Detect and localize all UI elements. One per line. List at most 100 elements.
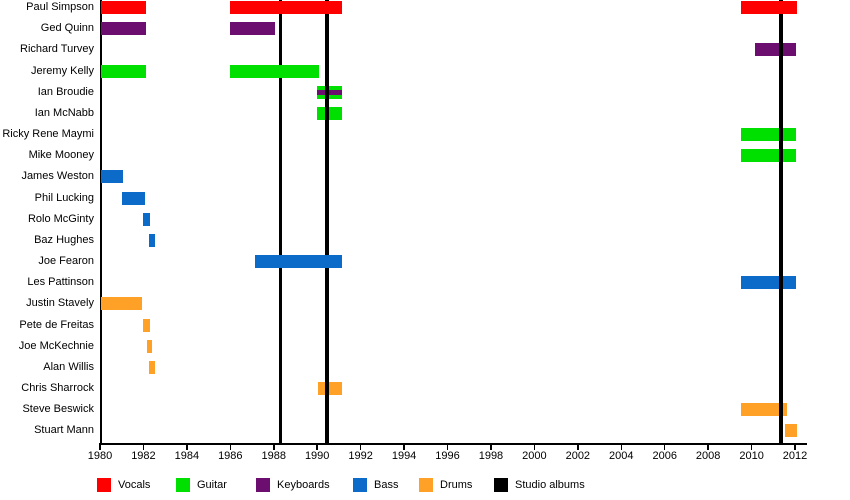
member-label-phil-lucking: Phil Lucking — [34, 191, 94, 204]
member-label-les-pattinson: Les Pattinson — [27, 276, 94, 289]
tenure-bar-rolo-mcginty-1 — [143, 212, 150, 226]
member-label-justin-stavely: Justin Stavely — [26, 297, 94, 310]
x-axis-tick-2002 — [577, 444, 579, 450]
member-label-richard-turvey: Richard Turvey — [20, 43, 94, 56]
legend-swatch-vocals — [97, 478, 111, 492]
tenure-bar-baz-hughes-1 — [148, 233, 156, 247]
legend-label-vocals: Vocals — [118, 479, 151, 491]
y-axis-line — [100, 0, 102, 443]
x-axis-line — [99, 443, 807, 445]
x-axis-tick-1990 — [316, 444, 318, 450]
legend-item-studio-albums: Studio albums — [494, 478, 585, 492]
x-axis-tick-label-1986: 1986 — [218, 450, 243, 462]
legend-label-drums: Drums — [440, 479, 473, 491]
x-axis-tick-1984 — [186, 444, 188, 450]
member-label-ged-quinn: Ged Quinn — [40, 22, 94, 35]
member-label-ian-mcnabb: Ian McNabb — [34, 106, 94, 119]
tenure-bar-alan-willis-1 — [148, 360, 156, 374]
x-axis-tick-1992 — [359, 444, 362, 450]
legend-label-studio-albums: Studio albums — [515, 479, 585, 491]
tenure-bar-steve-beswick-1 — [740, 403, 788, 417]
x-axis-tick-2010 — [750, 444, 753, 450]
x-axis-tick-label-1994: 1994 — [391, 450, 417, 462]
member-label-mike-mooney: Mike Mooney — [28, 149, 94, 162]
legend-item-keyboards: Keyboards — [256, 478, 330, 492]
tenure-bar-phil-lucking-1 — [121, 191, 145, 205]
x-axis-tick-1982 — [142, 444, 145, 450]
x-axis-tick-2012 — [794, 444, 796, 450]
tenure-bar-jeremy-kelly-1 — [101, 64, 146, 78]
tenure-bar-ian-mcnabb-1 — [317, 106, 343, 120]
tenure-bar-paul-simpson-3 — [740, 1, 798, 14]
x-axis-tick-2008 — [707, 444, 709, 450]
x-axis-tick-label-2000: 2000 — [522, 450, 547, 462]
member-label-baz-hughes: Baz Hughes — [34, 233, 94, 246]
tenure-bar-ged-quinn-2 — [230, 22, 275, 36]
x-axis-tick-label-1980: 1980 — [87, 450, 113, 462]
tenure-bar-pete-de-freitas-1 — [143, 318, 150, 332]
x-axis-tick-label-1992: 1992 — [348, 450, 373, 462]
tenure-bar-mike-mooney-1 — [740, 149, 797, 163]
x-axis-tick-label-1990: 1990 — [304, 450, 330, 462]
tenure-bar-justin-stavely-1 — [101, 297, 143, 311]
x-axis-tick-label-2004: 2004 — [609, 450, 634, 462]
x-axis-tick-label-1982: 1982 — [131, 450, 156, 462]
x-axis-tick-1994 — [403, 444, 405, 450]
member-label-alan-willis: Alan Willis — [43, 360, 94, 373]
legend-swatch-bass — [353, 478, 367, 492]
member-label-ricky-rene-maymi: Ricky Rene Maymi — [2, 128, 94, 141]
member-label-stuart-mann: Stuart Mann — [34, 424, 94, 437]
x-axis-tick-1996 — [446, 444, 449, 450]
x-axis-tick-label-1996: 1996 — [435, 450, 460, 462]
legend-item-drums: Drums — [419, 478, 472, 492]
legend-swatch-drums — [419, 478, 433, 492]
x-axis-tick-label-1984: 1984 — [174, 450, 200, 462]
x-axis-tick-1988 — [273, 444, 275, 450]
tenure-bar-paul-simpson-1 — [101, 1, 146, 14]
member-label-james-weston: James Weston — [21, 170, 94, 183]
legend-label-guitar: Guitar — [197, 479, 227, 491]
tenure-bar-overlay-ian-broudie — [317, 89, 343, 95]
member-label-chris-sharrock: Chris Sharrock — [21, 382, 94, 395]
tenure-bar-jeremy-kelly-2 — [230, 64, 320, 78]
member-label-jeremy-kelly: Jeremy Kelly — [31, 64, 94, 77]
x-axis-tick-label-2010: 2010 — [739, 450, 764, 462]
legend-swatch-guitar — [176, 478, 190, 492]
member-label-pete-de-freitas: Pete de Freitas — [19, 318, 94, 331]
legend-item-bass: Bass — [353, 478, 398, 492]
legend-label-bass: Bass — [374, 479, 399, 491]
tenure-bar-chris-sharrock-1 — [318, 382, 343, 396]
x-axis-tick-label-1988: 1988 — [261, 450, 286, 462]
member-label-ian-broudie: Ian Broudie — [37, 85, 94, 98]
member-label-steve-beswick: Steve Beswick — [22, 403, 94, 416]
legend-swatch-studio-albums — [494, 478, 508, 492]
tenure-bar-richard-turvey-1 — [754, 43, 797, 57]
studio-album-line-1 — [278, 0, 283, 443]
tenure-bar-ricky-rene-maymi-1 — [740, 128, 797, 142]
legend-swatch-keyboards — [256, 478, 270, 492]
member-label-joe-fearon: Joe Fearon — [38, 255, 94, 268]
tenure-bar-stuart-mann-1 — [785, 424, 797, 438]
tenure-bar-ged-quinn-1 — [101, 22, 146, 36]
tenure-bar-joe-mckechnie-1 — [146, 339, 153, 353]
x-axis-tick-label-2008: 2008 — [695, 450, 721, 462]
x-axis-tick-label-2012: 2012 — [782, 450, 808, 462]
tenure-bar-paul-simpson-2 — [230, 1, 343, 14]
tenure-bar-joe-fearon-1 — [255, 255, 343, 269]
studio-album-line-2 — [325, 0, 329, 443]
legend-item-guitar: Guitar — [176, 478, 227, 492]
x-axis-tick-1980 — [99, 444, 101, 450]
tenure-bar-ian-broudie-1 — [317, 85, 343, 99]
x-axis-tick-label-2002: 2002 — [565, 450, 591, 462]
legend-label-keyboards: Keyboards — [277, 479, 330, 491]
x-axis-tick-1998 — [490, 444, 492, 450]
x-axis-tick-2004 — [620, 444, 623, 450]
legend-item-vocals: Vocals — [97, 478, 150, 492]
x-axis-tick-label-2006: 2006 — [652, 450, 677, 462]
x-axis-tick-2000 — [533, 444, 536, 450]
x-axis-tick-1986 — [229, 444, 232, 450]
tenure-bar-james-weston-1 — [101, 170, 123, 184]
member-label-paul-simpson: Paul Simpson — [26, 1, 94, 13]
x-axis-tick-2006 — [663, 444, 666, 450]
